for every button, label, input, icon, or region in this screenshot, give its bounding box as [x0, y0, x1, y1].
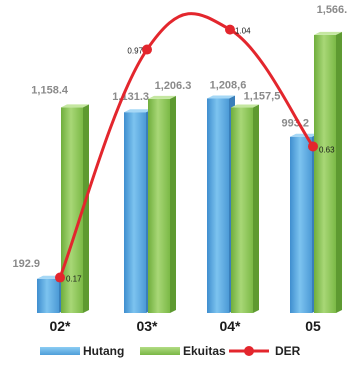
legend-label-ekuitas: Ekuitas — [183, 344, 226, 358]
category-labels: 02* 03* 04* 05 — [49, 318, 321, 334]
bar-label-ekuitas-2: 1,157,5 — [244, 91, 281, 103]
bar-hutang-3 — [290, 133, 318, 313]
legend: Hutang Ekuitas DER — [40, 344, 301, 358]
bar-label-ekuitas-3: 1,566.6 — [317, 4, 347, 16]
bar-hutang-2 — [207, 95, 235, 313]
category-label-3: 05 — [305, 318, 321, 334]
legend-swatch-ekuitas — [140, 347, 180, 355]
category-label-2: 04* — [219, 318, 241, 334]
der-label-3: 0.63 — [319, 145, 335, 154]
bar-hutang-1 — [124, 109, 152, 314]
der-line — [58, 12, 315, 279]
der-label-1: 0.97 — [127, 47, 143, 56]
der-point-3 — [308, 141, 318, 152]
category-label-0: 02* — [49, 318, 71, 334]
legend-swatch-hutang — [40, 347, 80, 355]
der-point-1 — [142, 44, 152, 55]
der-point-2 — [225, 24, 235, 35]
bar-label-hutang-1: 1,131.3 — [112, 91, 149, 103]
legend-label-hutang: Hutang — [83, 344, 124, 358]
bars-layer — [37, 31, 342, 314]
der-label-0: 0.17 — [66, 275, 82, 284]
bar-label-hutang-0: 192.9 — [12, 258, 40, 270]
der-line-layer: 0.17 0.97 1.04 0.63 — [55, 12, 335, 284]
der-label-2: 1.04 — [235, 27, 251, 36]
bar-ekuitas-2 — [231, 104, 259, 313]
bar-label-ekuitas-0: 1,158.4 — [31, 84, 69, 96]
legend-label-der: DER — [275, 344, 301, 358]
bar-label-hutang-2: 1,208,6 — [210, 79, 247, 91]
bar-ekuitas-3 — [314, 31, 342, 314]
category-label-1: 03* — [136, 318, 158, 334]
bar-label-ekuitas-1: 1,206.3 — [155, 80, 192, 92]
bar-ekuitas-1 — [148, 95, 176, 314]
der-point-0 — [55, 272, 65, 283]
legend-marker-der — [244, 346, 254, 356]
